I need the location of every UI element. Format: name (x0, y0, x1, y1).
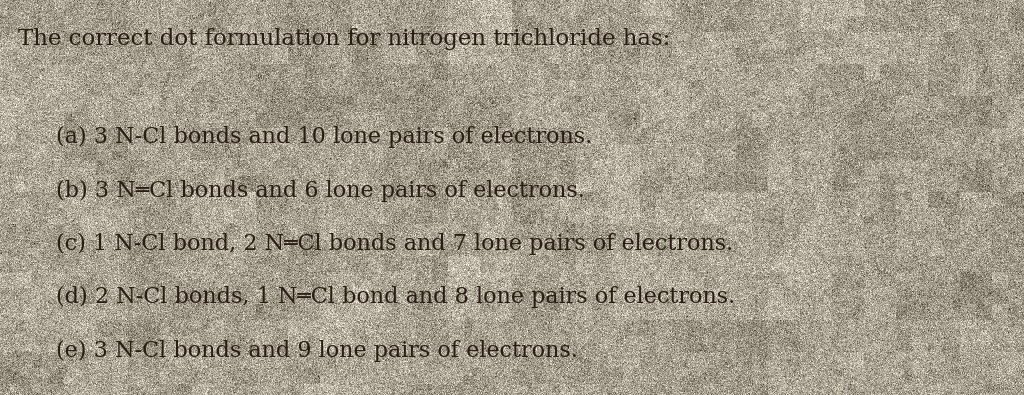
Text: (b) 3 N═Cl bonds and 6 lone pairs of electrons.: (b) 3 N═Cl bonds and 6 lone pairs of ele… (56, 180, 585, 202)
Text: (e) 3 N-Cl bonds and 9 lone pairs of electrons.: (e) 3 N-Cl bonds and 9 lone pairs of ele… (56, 340, 579, 362)
Text: (a) 3 N-Cl bonds and 10 lone pairs of electrons.: (a) 3 N-Cl bonds and 10 lone pairs of el… (56, 126, 593, 149)
Text: (d) 2 N-Cl bonds, 1 N═Cl bond and 8 lone pairs of electrons.: (d) 2 N-Cl bonds, 1 N═Cl bond and 8 lone… (56, 286, 735, 308)
Text: (c) 1 N-Cl bond, 2 N═Cl bonds and 7 lone pairs of electrons.: (c) 1 N-Cl bond, 2 N═Cl bonds and 7 lone… (56, 233, 733, 255)
Text: The correct dot formulation for nitrogen trichloride has:: The correct dot formulation for nitrogen… (18, 28, 671, 50)
